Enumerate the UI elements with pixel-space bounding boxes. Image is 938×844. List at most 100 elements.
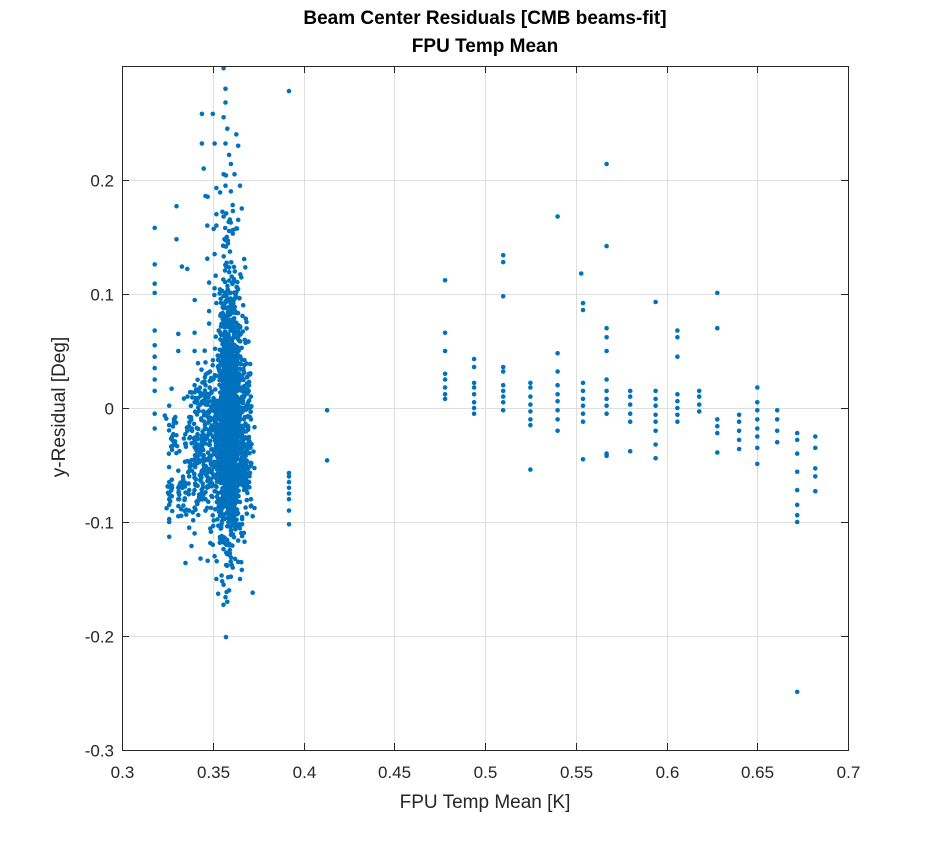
data-point (220, 379, 226, 385)
data-point (471, 364, 477, 370)
data-point (205, 450, 211, 456)
data-point (206, 280, 212, 285)
data-point (179, 264, 185, 269)
data-point (240, 313, 245, 319)
data-point (228, 189, 234, 194)
data-point (208, 526, 213, 531)
data-point (195, 431, 200, 437)
data-point (220, 492, 226, 497)
data-point (500, 400, 506, 405)
data-point (236, 338, 242, 343)
data-point (240, 423, 246, 429)
data-point (185, 394, 190, 399)
data-point (212, 488, 217, 494)
x-tick-label: 0.7 (837, 763, 861, 782)
data-point (324, 408, 330, 413)
data-point (223, 211, 229, 216)
data-point (234, 354, 240, 359)
data-point (174, 237, 179, 242)
data-point (813, 466, 818, 471)
data-point (653, 299, 658, 305)
data-point (226, 504, 232, 510)
data-point (152, 225, 157, 231)
data-point (442, 392, 448, 397)
data-point (222, 236, 227, 242)
data-point (736, 412, 742, 418)
data-point (794, 519, 800, 525)
x-tick-label: 0.4 (293, 763, 317, 782)
data-point (794, 512, 800, 518)
data-point (286, 485, 292, 491)
data-point (216, 479, 222, 485)
data-point (234, 226, 240, 231)
data-point (225, 283, 230, 289)
data-point (225, 316, 230, 321)
data-point (236, 381, 241, 387)
data-point (152, 328, 157, 333)
data-point (223, 86, 228, 92)
data-point (214, 211, 219, 217)
data-point (166, 422, 172, 428)
data-point (214, 223, 219, 228)
data-point (192, 330, 197, 336)
data-point (245, 414, 250, 419)
data-point (176, 503, 181, 509)
data-point (212, 507, 218, 512)
data-point (235, 538, 241, 543)
data-point (653, 403, 658, 409)
data-point (286, 496, 292, 502)
data-point (228, 528, 234, 534)
data-point (221, 535, 227, 540)
data-point (794, 689, 800, 695)
data-point (696, 409, 702, 414)
data-point (220, 310, 225, 316)
data-point (210, 471, 215, 476)
data-point (227, 437, 233, 443)
data-point (233, 365, 239, 371)
data-point (219, 573, 224, 578)
data-point (555, 382, 560, 388)
data-point (604, 243, 609, 249)
data-point (205, 558, 210, 564)
data-point (226, 511, 231, 517)
data-point (221, 582, 226, 587)
data-point (197, 472, 203, 478)
data-point (207, 385, 212, 390)
data-point (442, 330, 448, 336)
data-point (246, 388, 251, 394)
data-point (653, 442, 658, 447)
data-point (500, 369, 506, 374)
data-point (225, 287, 230, 292)
data-point (170, 438, 176, 444)
data-point (675, 335, 680, 340)
data-point (186, 487, 192, 493)
data-point (152, 388, 157, 394)
data-point (794, 487, 800, 493)
data-point (194, 425, 200, 431)
data-point (234, 455, 240, 461)
data-point (199, 141, 205, 146)
data-point (165, 484, 170, 489)
data-point (580, 419, 586, 425)
data-point (224, 399, 230, 405)
data-point (233, 451, 239, 456)
data-point (715, 423, 720, 429)
data-point (528, 385, 533, 390)
data-point (233, 525, 238, 531)
data-point (696, 394, 702, 399)
data-point (604, 161, 609, 167)
data-point (162, 413, 168, 418)
data-point (205, 256, 210, 262)
data-point (202, 388, 208, 393)
data-point (234, 284, 239, 290)
data-point (653, 455, 658, 461)
data-point (221, 115, 226, 120)
data-point (222, 268, 228, 273)
data-point (237, 526, 243, 531)
data-point (228, 470, 234, 476)
data-point (223, 421, 229, 426)
data-point (224, 264, 229, 269)
data-point (286, 508, 292, 513)
data-point (209, 460, 214, 465)
data-point (221, 546, 226, 552)
